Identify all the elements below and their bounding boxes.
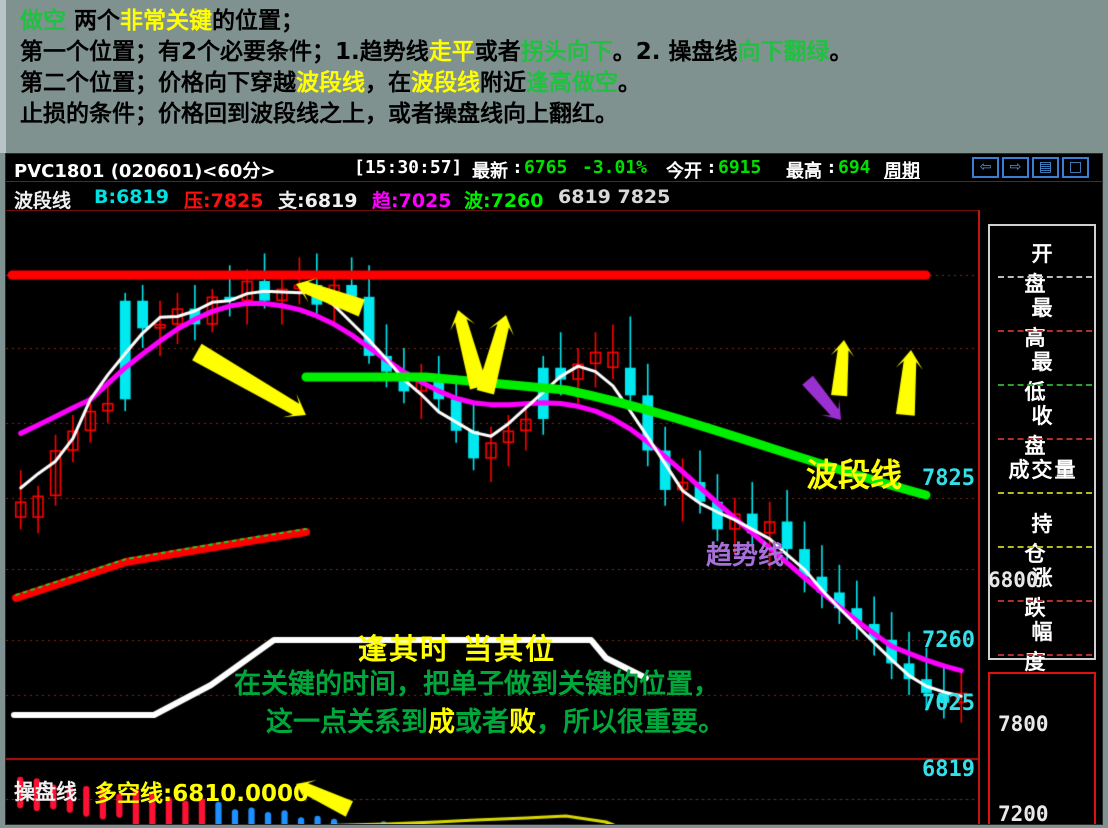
info-separator: [998, 654, 1092, 656]
sub-axis-label-7200: 7200: [998, 802, 1049, 825]
text-span: 第一个位置；有2个必要条件；1.趋势线: [20, 39, 429, 65]
info-separator: [998, 492, 1092, 494]
indicator-field-ya: 压:7825: [184, 190, 264, 212]
sub-price-label-6800: 6800: [988, 568, 1039, 592]
wave-line-annotation: 波段线: [806, 456, 903, 494]
info-separator: [998, 384, 1092, 386]
sub-indicator-name: 操盘线: [14, 780, 77, 804]
sub-indicator-value: 多空线:6810.0000: [94, 781, 309, 807]
high-value: 694: [838, 157, 871, 178]
open-colon: :: [706, 157, 717, 178]
text-span: 波段线: [296, 70, 365, 96]
price-label-7025: 7025: [922, 691, 975, 716]
commentary-header: 做空 两个非常关键的位置； 第一个位置；有2个必要条件；1.趋势线走平或者拐头向…: [0, 0, 1108, 153]
text-span: 附近: [480, 70, 526, 96]
last-colon: :: [512, 157, 523, 178]
info-label-high: 最 高: [1024, 296, 1102, 350]
text-span: 向下翻绿: [737, 39, 830, 65]
info-separator: [998, 276, 1092, 278]
text-span: 的位置；: [212, 8, 305, 34]
last-label: 最新: [472, 161, 508, 182]
indicator-field-b: B:6819: [94, 186, 169, 208]
center-line-1: 在关键的时间，把单子做到关键的位置，: [234, 669, 720, 700]
maximize-icon[interactable]: □: [1062, 157, 1089, 178]
open-value: 6915: [718, 157, 762, 178]
info-label-close: 收 盘: [1024, 404, 1102, 458]
info-row: 成交量: [990, 442, 1094, 496]
text-span: ，在: [365, 70, 411, 96]
indicator-field-bo: 波:7260: [464, 190, 544, 212]
change-percent: -3.01%: [582, 157, 648, 178]
indicator-field-zhi: 支:6819: [278, 190, 358, 212]
price-label-6819: 6819: [922, 757, 975, 782]
split-view-icon[interactable]: ▤: [1032, 157, 1059, 178]
info-label-volume: 成交量: [1008, 458, 1078, 482]
center-line-2: 这一点关系到成或者败，所以很重要。: [266, 707, 725, 738]
quote-time: [15:30:57]: [354, 157, 463, 178]
text-span: 。: [618, 70, 641, 96]
open-label: 今开: [666, 161, 702, 182]
info-separator: [998, 330, 1092, 332]
info-separator: [998, 438, 1092, 440]
sub-quote-box: 7800 7200: [988, 672, 1096, 825]
high-label: 最高: [786, 161, 822, 182]
info-row: 最 高: [990, 280, 1094, 350]
trend-line-annotation: 趋势线: [706, 541, 785, 571]
info-row: 持 仓: [990, 496, 1094, 566]
indicator-extra: 6819 7825: [558, 186, 671, 208]
text-span: 。2. 操盘线: [612, 39, 738, 65]
chart-window: PVC1801 (020601)<60分> [15:30:57] 最新 : 67…: [5, 153, 1103, 825]
period-button[interactable]: 周期: [884, 161, 920, 182]
commentary-line-4: 止损的条件；价格回到波段线之上，或者操盘线向上翻红。: [6, 99, 1108, 130]
indicator-name: 波段线: [14, 190, 72, 212]
symbol-label: PVC1801 (020601)<60分>: [14, 161, 276, 182]
price-label-7260: 7260: [922, 628, 975, 653]
right-info-column: 开 盘 最 高 最 低 收 盘 成交量 持 仓 涨 跌 幅 度 6800 780…: [978, 210, 1102, 825]
commentary-line-1: 做空 两个非常关键的位置；: [6, 0, 1108, 37]
info-separator: [998, 546, 1092, 548]
chart-canvas[interactable]: [6, 210, 1102, 824]
indicator-field-qu: 趋:7025: [372, 190, 452, 212]
highlight: 败: [509, 707, 536, 738]
last-value: 6765: [524, 157, 568, 178]
price-label-7825: 7825: [922, 466, 975, 491]
left-arrow-icon[interactable]: ⇦: [972, 157, 999, 178]
commentary-line-3: 第二个位置；价格向下穿越波段线，在波段线附近逢高做空。: [6, 68, 1108, 99]
center-title-annotation: 逢其时 当其位: [358, 632, 557, 666]
commentary-line-2: 第一个位置；有2个必要条件；1.趋势线走平或者拐头向下。2. 操盘线向下翻绿。: [6, 37, 1108, 68]
indicator-readout-row: 波段线 B:6819 压:7825 支:6819 趋:7025 波:7260 6…: [6, 182, 1102, 212]
info-label-low: 最 低: [1024, 350, 1102, 404]
text-span: 非常关键: [120, 8, 213, 34]
info-label-pct: 幅 度: [1024, 620, 1102, 674]
quote-info-box: 开 盘 最 高 最 低 收 盘 成交量 持 仓 涨 跌 幅 度: [988, 224, 1096, 674]
info-label-open: 开 盘: [1024, 242, 1102, 296]
text-span: 波段线: [411, 70, 480, 96]
text-span: 做空: [20, 8, 66, 34]
info-label-oi: 持 仓: [1024, 512, 1102, 566]
info-label-change: 涨 跌: [1024, 566, 1102, 620]
sub-axis-label-7800: 7800: [998, 712, 1049, 736]
highlight: 成: [428, 707, 455, 738]
chart-titlebar: PVC1801 (020601)<60分> [15:30:57] 最新 : 67…: [6, 154, 1102, 182]
info-separator: [998, 600, 1092, 602]
info-row: 涨 跌: [990, 550, 1094, 620]
text-span: 第二个位置；价格向下穿越: [20, 70, 296, 96]
info-row: 幅 度: [990, 604, 1094, 674]
text-span: 逢高做空: [526, 70, 618, 96]
text-span: 两个: [66, 8, 121, 34]
text-span: 拐头向下: [520, 39, 613, 65]
text-span: 止损的条件；价格回到波段线之上，或者操盘线向上翻红。: [20, 101, 618, 127]
text-span: 。: [829, 39, 853, 65]
high-colon: :: [826, 157, 837, 178]
right-arrow-icon[interactable]: ⇨: [1002, 157, 1029, 178]
text-span: 或者: [474, 39, 521, 65]
text-span: 走平: [428, 39, 475, 65]
info-row: 开 盘: [990, 226, 1094, 296]
info-row: 最 低: [990, 334, 1094, 404]
info-row: 收 盘: [990, 388, 1094, 458]
